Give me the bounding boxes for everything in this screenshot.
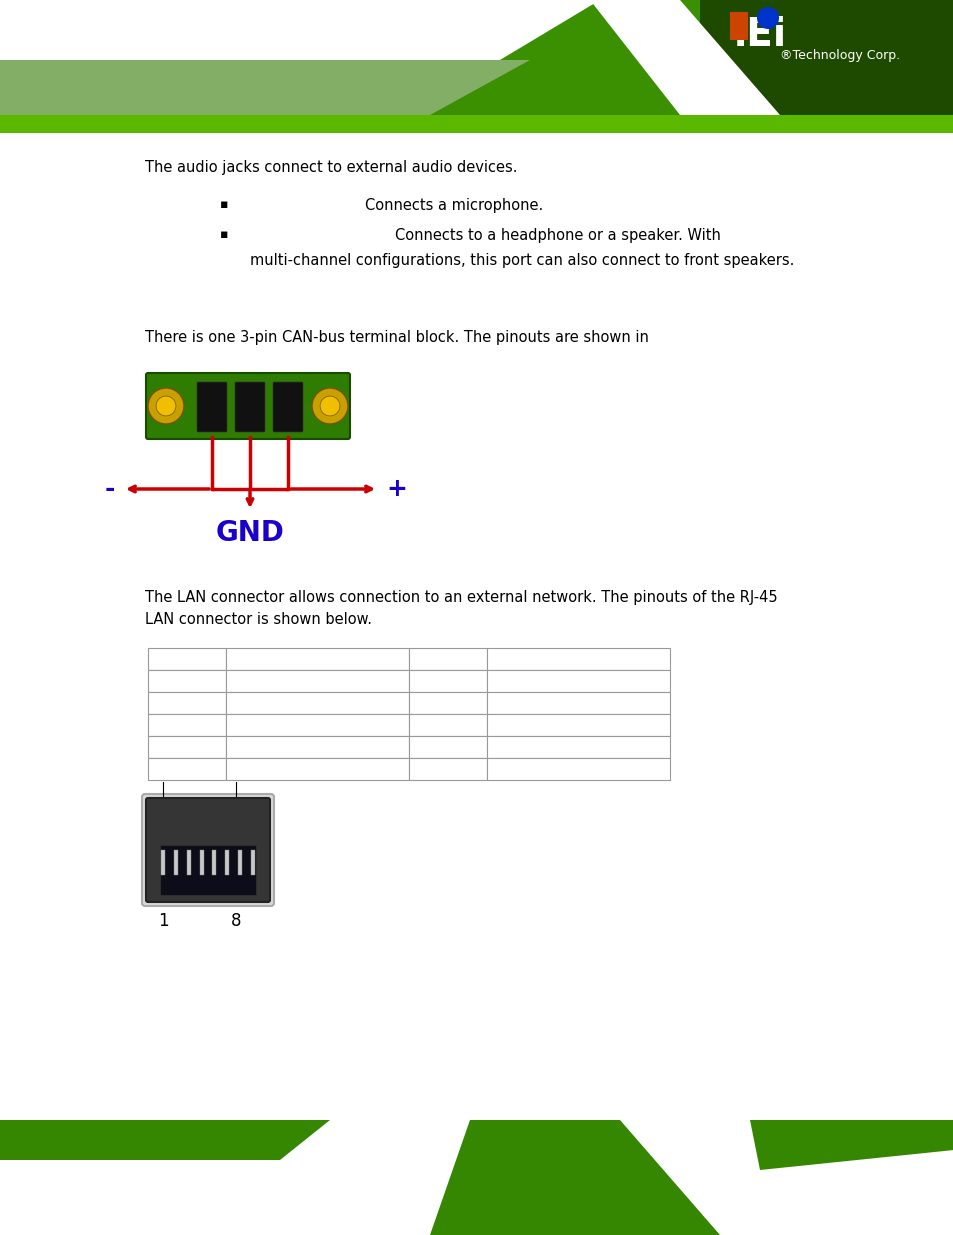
Polygon shape xyxy=(0,1120,470,1235)
Bar xyxy=(187,850,191,876)
FancyBboxPatch shape xyxy=(273,382,303,432)
Circle shape xyxy=(312,388,348,424)
Bar xyxy=(226,736,409,758)
Text: The audio jacks connect to external audio devices.: The audio jacks connect to external audi… xyxy=(145,161,517,175)
Bar xyxy=(173,850,177,876)
Circle shape xyxy=(320,396,339,416)
Text: ▪: ▪ xyxy=(220,198,229,211)
Bar xyxy=(409,758,487,781)
Text: GND: GND xyxy=(215,519,284,547)
Circle shape xyxy=(156,396,175,416)
Text: A: A xyxy=(157,764,169,782)
Bar xyxy=(251,850,254,876)
Polygon shape xyxy=(589,0,780,115)
Text: multi-channel configurations, this port can also connect to front speakers.: multi-channel configurations, this port … xyxy=(250,253,794,268)
Text: LAN connector is shown below.: LAN connector is shown below. xyxy=(145,613,372,627)
Bar xyxy=(225,850,229,876)
Bar xyxy=(487,648,669,671)
Bar xyxy=(409,736,487,758)
Bar xyxy=(487,671,669,692)
Bar xyxy=(226,714,409,736)
Text: iEi: iEi xyxy=(733,16,785,54)
Text: -: - xyxy=(105,477,115,501)
Bar xyxy=(0,1120,953,1235)
Bar xyxy=(226,671,409,692)
Bar xyxy=(487,714,669,736)
FancyBboxPatch shape xyxy=(196,382,227,432)
Bar xyxy=(148,758,226,781)
Text: 8: 8 xyxy=(231,911,241,930)
Bar xyxy=(148,692,226,714)
Polygon shape xyxy=(619,1120,953,1235)
Bar xyxy=(0,0,953,115)
Circle shape xyxy=(148,388,184,424)
Bar xyxy=(0,1120,953,1235)
Bar xyxy=(409,671,487,692)
Bar xyxy=(226,648,409,671)
Bar xyxy=(0,0,953,115)
Bar xyxy=(0,115,953,133)
Text: Connects a microphone.: Connects a microphone. xyxy=(365,198,542,212)
FancyBboxPatch shape xyxy=(146,373,350,438)
Text: 1: 1 xyxy=(157,911,168,930)
Bar xyxy=(409,714,487,736)
Text: The LAN connector allows connection to an external network. The pinouts of the R: The LAN connector allows connection to a… xyxy=(145,590,777,605)
Bar xyxy=(226,692,409,714)
Bar xyxy=(148,648,226,671)
Bar xyxy=(409,692,487,714)
Text: ®Technology Corp.: ®Technology Corp. xyxy=(780,48,899,62)
Bar xyxy=(160,845,255,895)
Bar xyxy=(161,850,165,876)
Bar xyxy=(148,671,226,692)
Bar xyxy=(213,850,216,876)
Bar xyxy=(199,850,203,876)
Polygon shape xyxy=(0,0,599,61)
FancyBboxPatch shape xyxy=(234,382,265,432)
Text: B: B xyxy=(230,764,241,782)
Text: ▪: ▪ xyxy=(220,228,229,241)
Bar xyxy=(148,736,226,758)
Bar xyxy=(226,758,409,781)
Bar xyxy=(487,692,669,714)
Circle shape xyxy=(757,7,779,28)
Text: Connects to a headphone or a speaker. With: Connects to a headphone or a speaker. Wi… xyxy=(395,228,720,243)
Bar xyxy=(409,648,487,671)
Polygon shape xyxy=(0,61,530,115)
Bar xyxy=(729,12,747,40)
Bar xyxy=(238,850,242,876)
FancyBboxPatch shape xyxy=(142,794,274,906)
Bar xyxy=(148,714,226,736)
Bar xyxy=(700,0,953,115)
Bar xyxy=(487,736,669,758)
Text: +: + xyxy=(386,477,406,501)
Bar xyxy=(487,758,669,781)
Text: There is one 3-pin CAN-bus terminal block. The pinouts are shown in: There is one 3-pin CAN-bus terminal bloc… xyxy=(145,330,648,345)
FancyBboxPatch shape xyxy=(146,798,270,902)
